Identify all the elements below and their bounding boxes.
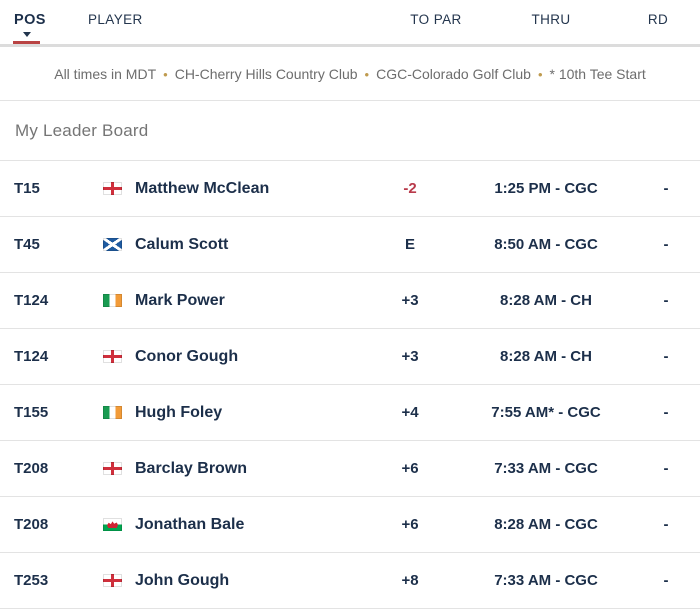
round-value: - <box>663 404 669 421</box>
round-value: - <box>663 516 669 533</box>
player-flag-icon <box>103 462 122 475</box>
notice-tee-start: * 10th Tee Start <box>549 65 646 82</box>
player-cell: Mark Power <box>88 292 360 310</box>
player-name: Jonathan Bale <box>135 515 245 533</box>
position-value: T208 <box>14 460 49 477</box>
position-value: T155 <box>14 404 49 421</box>
to-par-value: +6 <box>401 516 419 533</box>
player-name: John Gough <box>135 571 230 589</box>
player-name: Matthew McClean <box>135 179 270 197</box>
round-value: - <box>663 292 669 309</box>
position-value: T124 <box>14 348 49 365</box>
column-header-to-par[interactable]: TO PAR <box>410 12 462 27</box>
to-par-value: E <box>404 236 415 253</box>
thru-value: 8:50 AM - CGC <box>494 236 598 253</box>
bullet-separator <box>531 66 550 82</box>
table-header: POS PLAYER TO PAR THRU RD <box>0 0 700 44</box>
section-header: My Leader Board <box>0 101 700 161</box>
to-par-value: +4 <box>401 404 419 421</box>
table-row[interactable]: T124 Conor Gough +3 8:28 AM - CH - <box>0 329 700 385</box>
thru-value: 1:25 PM - CGC <box>494 180 598 197</box>
player-flag-icon <box>103 182 122 195</box>
player-name: Barclay Brown <box>135 459 248 477</box>
position-value: T253 <box>14 572 49 589</box>
player-cell: Matthew McClean <box>88 180 360 198</box>
player-flag-icon <box>103 574 122 587</box>
column-header-pos[interactable]: POS <box>14 12 46 28</box>
notice-cgc: CGC-Colorado Golf Club <box>376 65 531 82</box>
table-row[interactable]: T124 Mark Power +3 8:28 AM - CH - <box>0 273 700 329</box>
player-cell: Jonathan Bale <box>88 516 360 534</box>
position-value: T45 <box>14 236 40 253</box>
player-name: Mark Power <box>135 291 225 309</box>
player-name: Conor Gough <box>135 347 239 365</box>
bullet-separator <box>358 66 377 82</box>
round-value: - <box>663 180 669 197</box>
player-flag-icon <box>103 350 122 363</box>
position-value: T124 <box>14 292 49 309</box>
round-value: - <box>663 236 669 253</box>
thru-value: 8:28 AM - CH <box>500 348 592 365</box>
column-header-rd[interactable]: RD <box>647 12 669 27</box>
thru-value: 8:28 AM - CH <box>500 292 592 309</box>
table-row[interactable]: T45 Calum Scott E 8:50 AM - CGC - <box>0 217 700 273</box>
round-value: - <box>663 348 669 365</box>
player-cell: Conor Gough <box>88 348 360 366</box>
to-par-value: -2 <box>403 180 417 197</box>
active-sort-indicator <box>13 41 40 44</box>
player-flag-icon <box>103 518 122 531</box>
table-row[interactable]: T15 Matthew McClean -2 1:25 PM - CGC - <box>0 161 700 217</box>
notice-times: All times in MDT <box>54 65 157 82</box>
to-par-value: +8 <box>401 572 419 589</box>
player-cell: Barclay Brown <box>88 460 360 478</box>
table-row[interactable]: T208 Barclay Brown +6 7:33 AM - CGC - <box>0 441 700 497</box>
player-flag-icon <box>103 294 122 307</box>
to-par-value: +6 <box>401 460 419 477</box>
bullet-separator <box>156 66 175 82</box>
sort-desc-icon <box>23 32 31 37</box>
player-name: Hugh Foley <box>135 403 223 421</box>
to-par-value: +3 <box>401 348 419 365</box>
table-row[interactable]: T253 John Gough +8 7:33 AM - CGC - <box>0 553 700 609</box>
round-value: - <box>663 572 669 589</box>
notice-ch: CH-Cherry Hills Country Club <box>174 65 358 82</box>
column-header-thru[interactable]: THRU <box>531 12 571 27</box>
table-row[interactable]: T208 Jonathan Bale +6 8:28 AM - CGC - <box>0 497 700 553</box>
round-value: - <box>663 460 669 477</box>
player-flag-icon <box>103 406 122 419</box>
legend-notice: All times in MDT CH-Cherry Hills Country… <box>0 47 700 101</box>
to-par-value: +3 <box>401 292 419 309</box>
thru-value: 7:33 AM - CGC <box>494 572 598 589</box>
player-cell: Calum Scott <box>88 236 360 254</box>
thru-value: 7:33 AM - CGC <box>494 460 598 477</box>
thru-value: 8:28 AM - CGC <box>494 516 598 533</box>
section-title: My Leader Board <box>15 120 149 140</box>
header-divider <box>0 44 700 47</box>
player-flag-icon <box>103 238 122 251</box>
player-cell: Hugh Foley <box>88 404 360 422</box>
thru-value: 7:55 AM* - CGC <box>491 404 601 421</box>
player-name: Calum Scott <box>135 235 229 253</box>
player-cell: John Gough <box>88 572 360 590</box>
position-value: T208 <box>14 516 49 533</box>
table-row[interactable]: T155 Hugh Foley +4 7:55 AM* - CGC - <box>0 385 700 441</box>
column-header-player[interactable]: PLAYER <box>88 12 143 27</box>
position-value: T15 <box>14 180 40 197</box>
